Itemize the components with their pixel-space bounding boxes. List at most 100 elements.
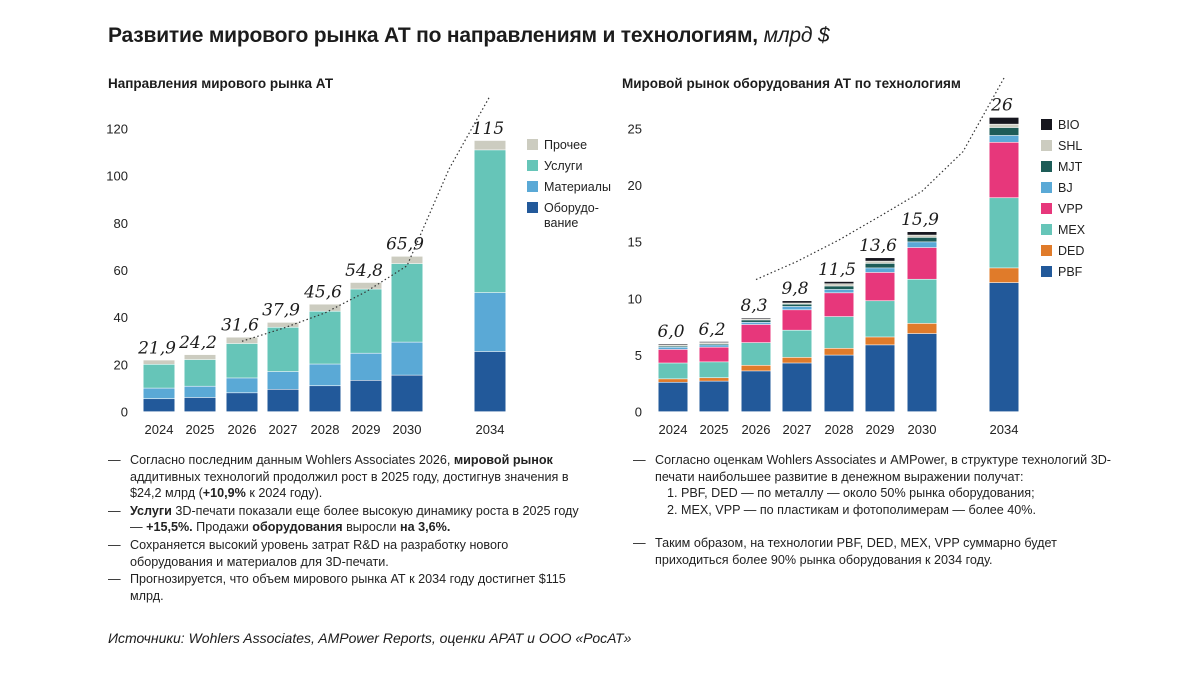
legend-label-line: вание <box>544 216 578 230</box>
y-tick-label: 5 <box>635 348 642 363</box>
note-dash: — <box>633 536 646 551</box>
legend-label-line: Материалы <box>544 180 611 194</box>
legend-label-line: MJT <box>1058 160 1083 174</box>
legend-label: VPP <box>1058 202 1083 216</box>
bar-segment-vpp <box>989 142 1019 198</box>
x-tick-label: 2030 <box>393 422 422 437</box>
bar-total-label: 65,9 <box>386 235 424 255</box>
legend-label: BIO <box>1058 118 1080 132</box>
x-tick-label: 2029 <box>866 422 895 437</box>
x-tick-label: 2028 <box>825 422 854 437</box>
right-note-intro: Согласно оценкам Wohlers Associates и AM… <box>655 453 1112 484</box>
bar-segment-shl <box>989 124 1019 128</box>
legend-label-line: DED <box>1058 244 1084 258</box>
x-tick-label: 2030 <box>908 422 937 437</box>
bar-segment-прочее <box>184 354 216 360</box>
note-emphasis: мировой рынок <box>453 453 553 467</box>
bar-segment-bio <box>865 258 895 261</box>
bar-segment-прочее <box>309 304 341 311</box>
legend-swatch-mex <box>1041 224 1052 235</box>
note-dash: — <box>633 453 646 467</box>
bar-segment-bio <box>782 301 812 303</box>
bar-segment-pbf <box>824 355 854 412</box>
note-emphasis: +10,9% <box>202 486 246 501</box>
legend-label-line: SHL <box>1058 139 1082 153</box>
bar-segment-материалы <box>226 378 258 393</box>
bar-segment-pbf <box>699 381 729 412</box>
market-directions-chart: 0 20 40 60 80 100 120 21,9 2024 24,2 2025 31,6 2026 3… <box>106 95 611 437</box>
bar-segment-pbf <box>907 333 937 412</box>
bar-total-label: 24,2 <box>178 333 217 353</box>
legend-swatch-bio <box>1041 119 1052 130</box>
left-chart-subtitle: Направления мирового рынка АТ <box>108 76 334 91</box>
bar-segment-pbf <box>989 282 1019 412</box>
bar-segment-mjt <box>741 320 771 322</box>
legend-label-line: VPP <box>1058 202 1083 216</box>
bar-segment-bj <box>907 242 937 248</box>
legend-label-line: PBF <box>1058 265 1083 279</box>
bar-segment-ded <box>699 378 729 381</box>
bar-segment-pbf <box>741 371 771 412</box>
legend-label-line: Оборудо- <box>544 201 599 215</box>
bar-segment-vpp <box>907 247 937 279</box>
legend-label: BJ <box>1058 181 1073 195</box>
left-notes: — Согласно последним данным Wohlers Assoc… <box>108 452 590 605</box>
x-tick-label: 2034 <box>990 422 1019 437</box>
x-tick-label: 2025 <box>700 422 729 437</box>
legend-label: MEX <box>1058 223 1086 237</box>
bar-segment-shl <box>658 345 688 346</box>
bar-segment-ded <box>824 348 854 355</box>
y-tick-label: 100 <box>106 169 128 184</box>
title-unit: млрд $ <box>763 24 830 47</box>
bar-total-label: 6,2 <box>698 320 725 340</box>
bar-total-label: 13,6 <box>859 236 897 256</box>
y-tick-label: 0 <box>635 405 642 420</box>
bar-segment-услуги <box>143 364 175 388</box>
bar-segment-прочее <box>474 140 506 150</box>
bar-segment-bio <box>741 318 771 319</box>
bar-segment-материалы <box>184 386 216 398</box>
x-tick-label: 2026 <box>228 422 257 437</box>
bar-segment-материалы <box>143 388 175 399</box>
bar-segment-mex <box>658 363 688 379</box>
right-note-conclusion: — Таким образом, на технологии PBF, DED,… <box>633 535 1123 568</box>
note-emphasis: +15,5%. <box>146 520 193 535</box>
equipment-technologies-chart: 05101520256,020246,220258,320269,8202711… <box>628 77 1086 437</box>
bar-segment-mjt <box>824 286 854 290</box>
y-tick-label: 60 <box>114 263 128 278</box>
note-text: Согласно последним данным Wohlers Associ… <box>130 453 454 467</box>
bar-segment-услуги <box>267 327 299 372</box>
left-note-2: — Услуги 3D-печати показали еще более выс… <box>108 503 590 536</box>
y-tick-label: 20 <box>114 357 128 372</box>
bar-segment-услуги <box>391 263 423 342</box>
x-tick-label: 2024 <box>659 422 688 437</box>
bar-segment-услуги <box>184 359 216 386</box>
bar-segment-bio <box>989 117 1019 124</box>
legend-swatch-shl <box>1041 140 1052 151</box>
legend-swatch-услуги <box>527 160 538 171</box>
bar-total-label: 54,8 <box>345 261 383 281</box>
bar-segment-материалы <box>267 371 299 389</box>
bar-segment-shl <box>907 235 937 238</box>
bar-segment-материалы <box>474 292 506 352</box>
legend-label: Услуги <box>544 159 582 173</box>
note-emphasis: на 3,6%. <box>400 520 451 535</box>
legend-swatch-vpp <box>1041 203 1052 214</box>
title-text: Развитие мирового рынка АТ по направлени… <box>108 24 758 47</box>
x-tick-label: 2029 <box>352 422 381 437</box>
bar-segment-shl <box>782 303 812 304</box>
bar-segment-оборудование <box>226 393 258 412</box>
legend-swatch-оборудование <box>527 202 538 213</box>
bar-segment-vpp <box>741 324 771 343</box>
bar-segment-услуги <box>474 150 506 293</box>
legend-label: SHL <box>1058 139 1082 153</box>
bar-segment-mex <box>699 362 729 378</box>
bar-segment-ded <box>658 379 688 382</box>
bar-segment-услуги <box>350 289 382 353</box>
bar-segment-ded <box>989 268 1019 283</box>
bar-segment-bio <box>699 341 729 343</box>
bar-segment-bj <box>865 268 895 273</box>
legend-swatch-материалы <box>527 181 538 192</box>
bar-total-label: 9,8 <box>781 279 808 299</box>
bar-segment-bj <box>989 135 1019 142</box>
